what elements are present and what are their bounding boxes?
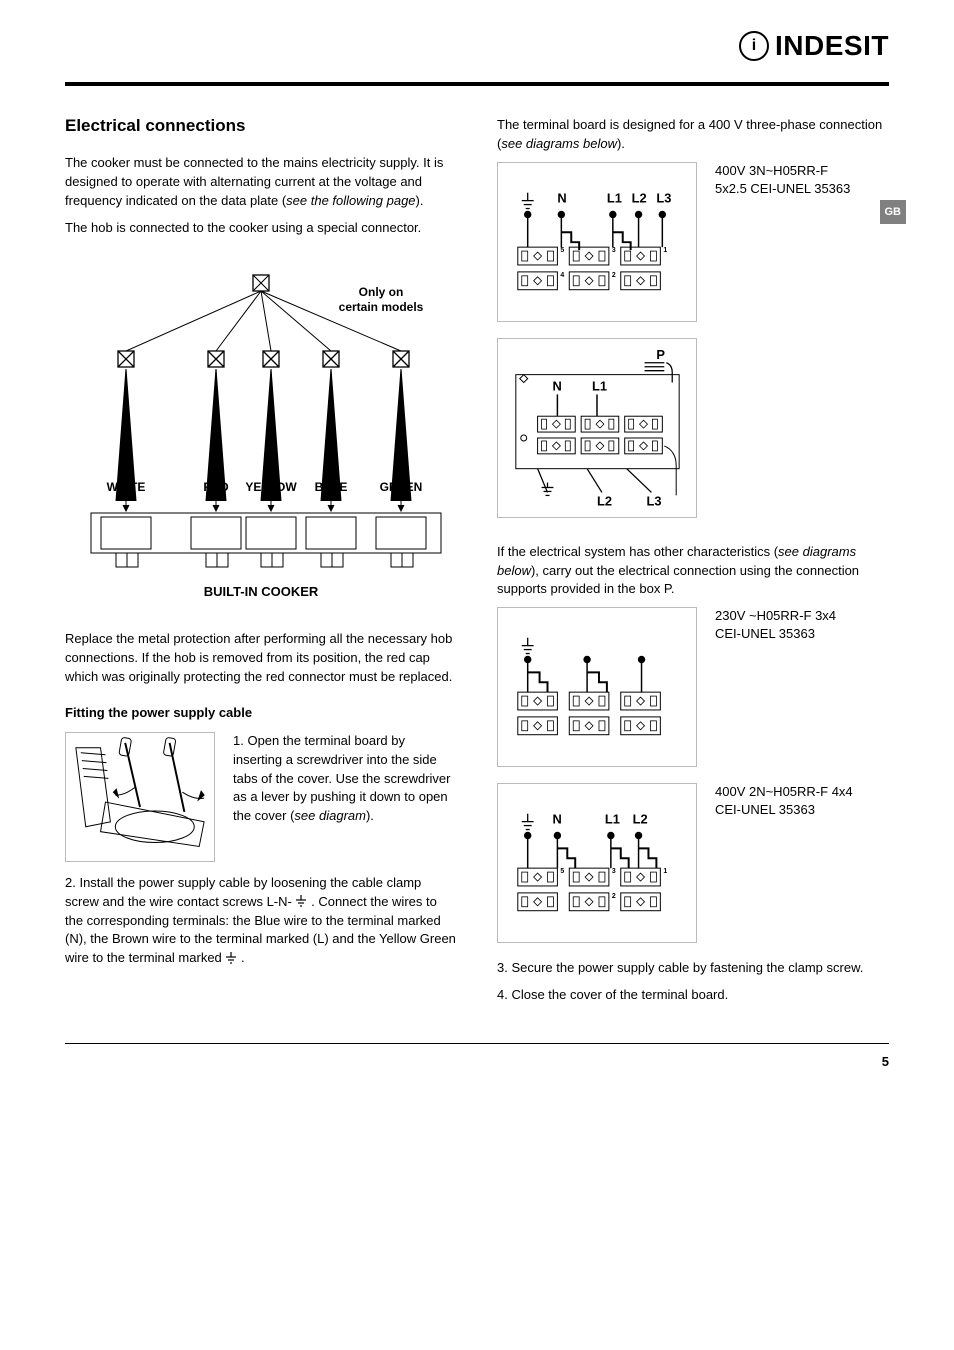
left-column: Electrical connections The cooker must b…: [65, 116, 457, 1013]
svg-text:N: N: [552, 378, 561, 393]
section-heading: Electrical connections: [65, 116, 457, 136]
svg-text:Only on: Only on: [359, 285, 404, 299]
svg-text:N: N: [557, 190, 566, 205]
svg-text:2: 2: [612, 272, 616, 279]
svg-text:GREEN: GREEN: [380, 480, 423, 494]
step-3-text: 3. Secure the power supply cable by fast…: [497, 959, 889, 978]
svg-text:L3: L3: [646, 493, 661, 508]
ground-icon: [225, 952, 237, 966]
svg-text:L2: L2: [632, 190, 647, 205]
svg-text:L1: L1: [605, 812, 620, 827]
wiring-diagram-3: [497, 607, 697, 767]
svg-text:L1: L1: [607, 190, 622, 205]
svg-text:certain models: certain models: [339, 300, 424, 314]
svg-text:L2: L2: [633, 812, 648, 827]
intro-para-1: The cooker must be connected to the main…: [65, 154, 457, 211]
wiring-diagram-3-row: 230V ~H05RR-F 3x4 CEI-UNEL 35363: [497, 607, 889, 767]
ground-icon: [295, 895, 307, 909]
svg-text:N: N: [552, 812, 561, 827]
hob-diagram: text{font-family:Arial;font-weight:bold;…: [65, 251, 457, 616]
step-2-text: 2. Install the power supply cable by loo…: [65, 874, 457, 968]
region-badge: GB: [880, 200, 907, 224]
wiring-1-spec: 400V 3N~H05RR-F 5x2.5 CEI-UNEL 35363: [715, 162, 850, 198]
svg-text:3: 3: [612, 868, 616, 875]
step-1-text: 1. Open the terminal board by inserting …: [233, 732, 457, 826]
svg-text:4: 4: [560, 272, 564, 279]
svg-text:L3: L3: [656, 190, 671, 205]
brand-logo: i INDESIT: [739, 30, 889, 62]
svg-text:RED: RED: [203, 480, 229, 494]
wiring-diagram-4: N L1 L2: [497, 783, 697, 943]
svg-text:3: 3: [612, 247, 616, 254]
page-number: 5: [65, 1054, 889, 1069]
wiring-diagram-1-row: N L1 L2 L3: [497, 162, 889, 322]
svg-text:L1: L1: [592, 378, 607, 393]
bottom-divider: [65, 1043, 889, 1044]
content-columns: Electrical connections The cooker must b…: [65, 116, 889, 1013]
fitting-heading: Fitting the power supply cable: [65, 705, 457, 720]
para-replace: Replace the metal protection after perfo…: [65, 630, 457, 687]
wiring-diagram-1: N L1 L2 L3: [497, 162, 697, 322]
step-4-text: 4. Close the cover of the terminal board…: [497, 986, 889, 1005]
right-para-1: The terminal board is designed for a 400…: [497, 116, 889, 154]
header: i INDESIT: [65, 30, 889, 62]
svg-text:5: 5: [560, 247, 564, 254]
svg-text:2: 2: [612, 893, 616, 900]
wiring-4-spec: 400V 2N~H05RR-F 4x4 CEI-UNEL 35363: [715, 783, 853, 819]
intro-para-2: The hob is connected to the cooker using…: [65, 219, 457, 238]
brand-name: INDESIT: [775, 30, 889, 62]
svg-text:L2: L2: [597, 493, 612, 508]
svg-text:5: 5: [560, 868, 564, 875]
wiring-diagram-4-row: N L1 L2: [497, 783, 889, 943]
right-column: The terminal board is designed for a 400…: [497, 116, 889, 1013]
svg-text:WHITE: WHITE: [107, 480, 146, 494]
svg-text:BUILT-IN COOKER: BUILT-IN COOKER: [204, 584, 319, 599]
wiring-3-spec: 230V ~H05RR-F 3x4 CEI-UNEL 35363: [715, 607, 836, 643]
right-para-2: If the electrical system has other chara…: [497, 543, 889, 600]
svg-text:P: P: [656, 346, 665, 361]
svg-text:BLUE: BLUE: [315, 480, 348, 494]
wiring-diagram-2: P N L1: [497, 338, 697, 518]
svg-text:YELLOW: YELLOW: [245, 480, 297, 494]
wiring-diagram-2-row: P N L1: [497, 338, 889, 518]
svg-text:1: 1: [663, 247, 667, 254]
svg-text:1: 1: [663, 868, 667, 875]
logo-icon: i: [739, 31, 769, 61]
screwdriver-diagram: [65, 732, 215, 862]
step-1-row: 1. Open the terminal board by inserting …: [65, 732, 457, 862]
top-divider: [65, 82, 889, 86]
